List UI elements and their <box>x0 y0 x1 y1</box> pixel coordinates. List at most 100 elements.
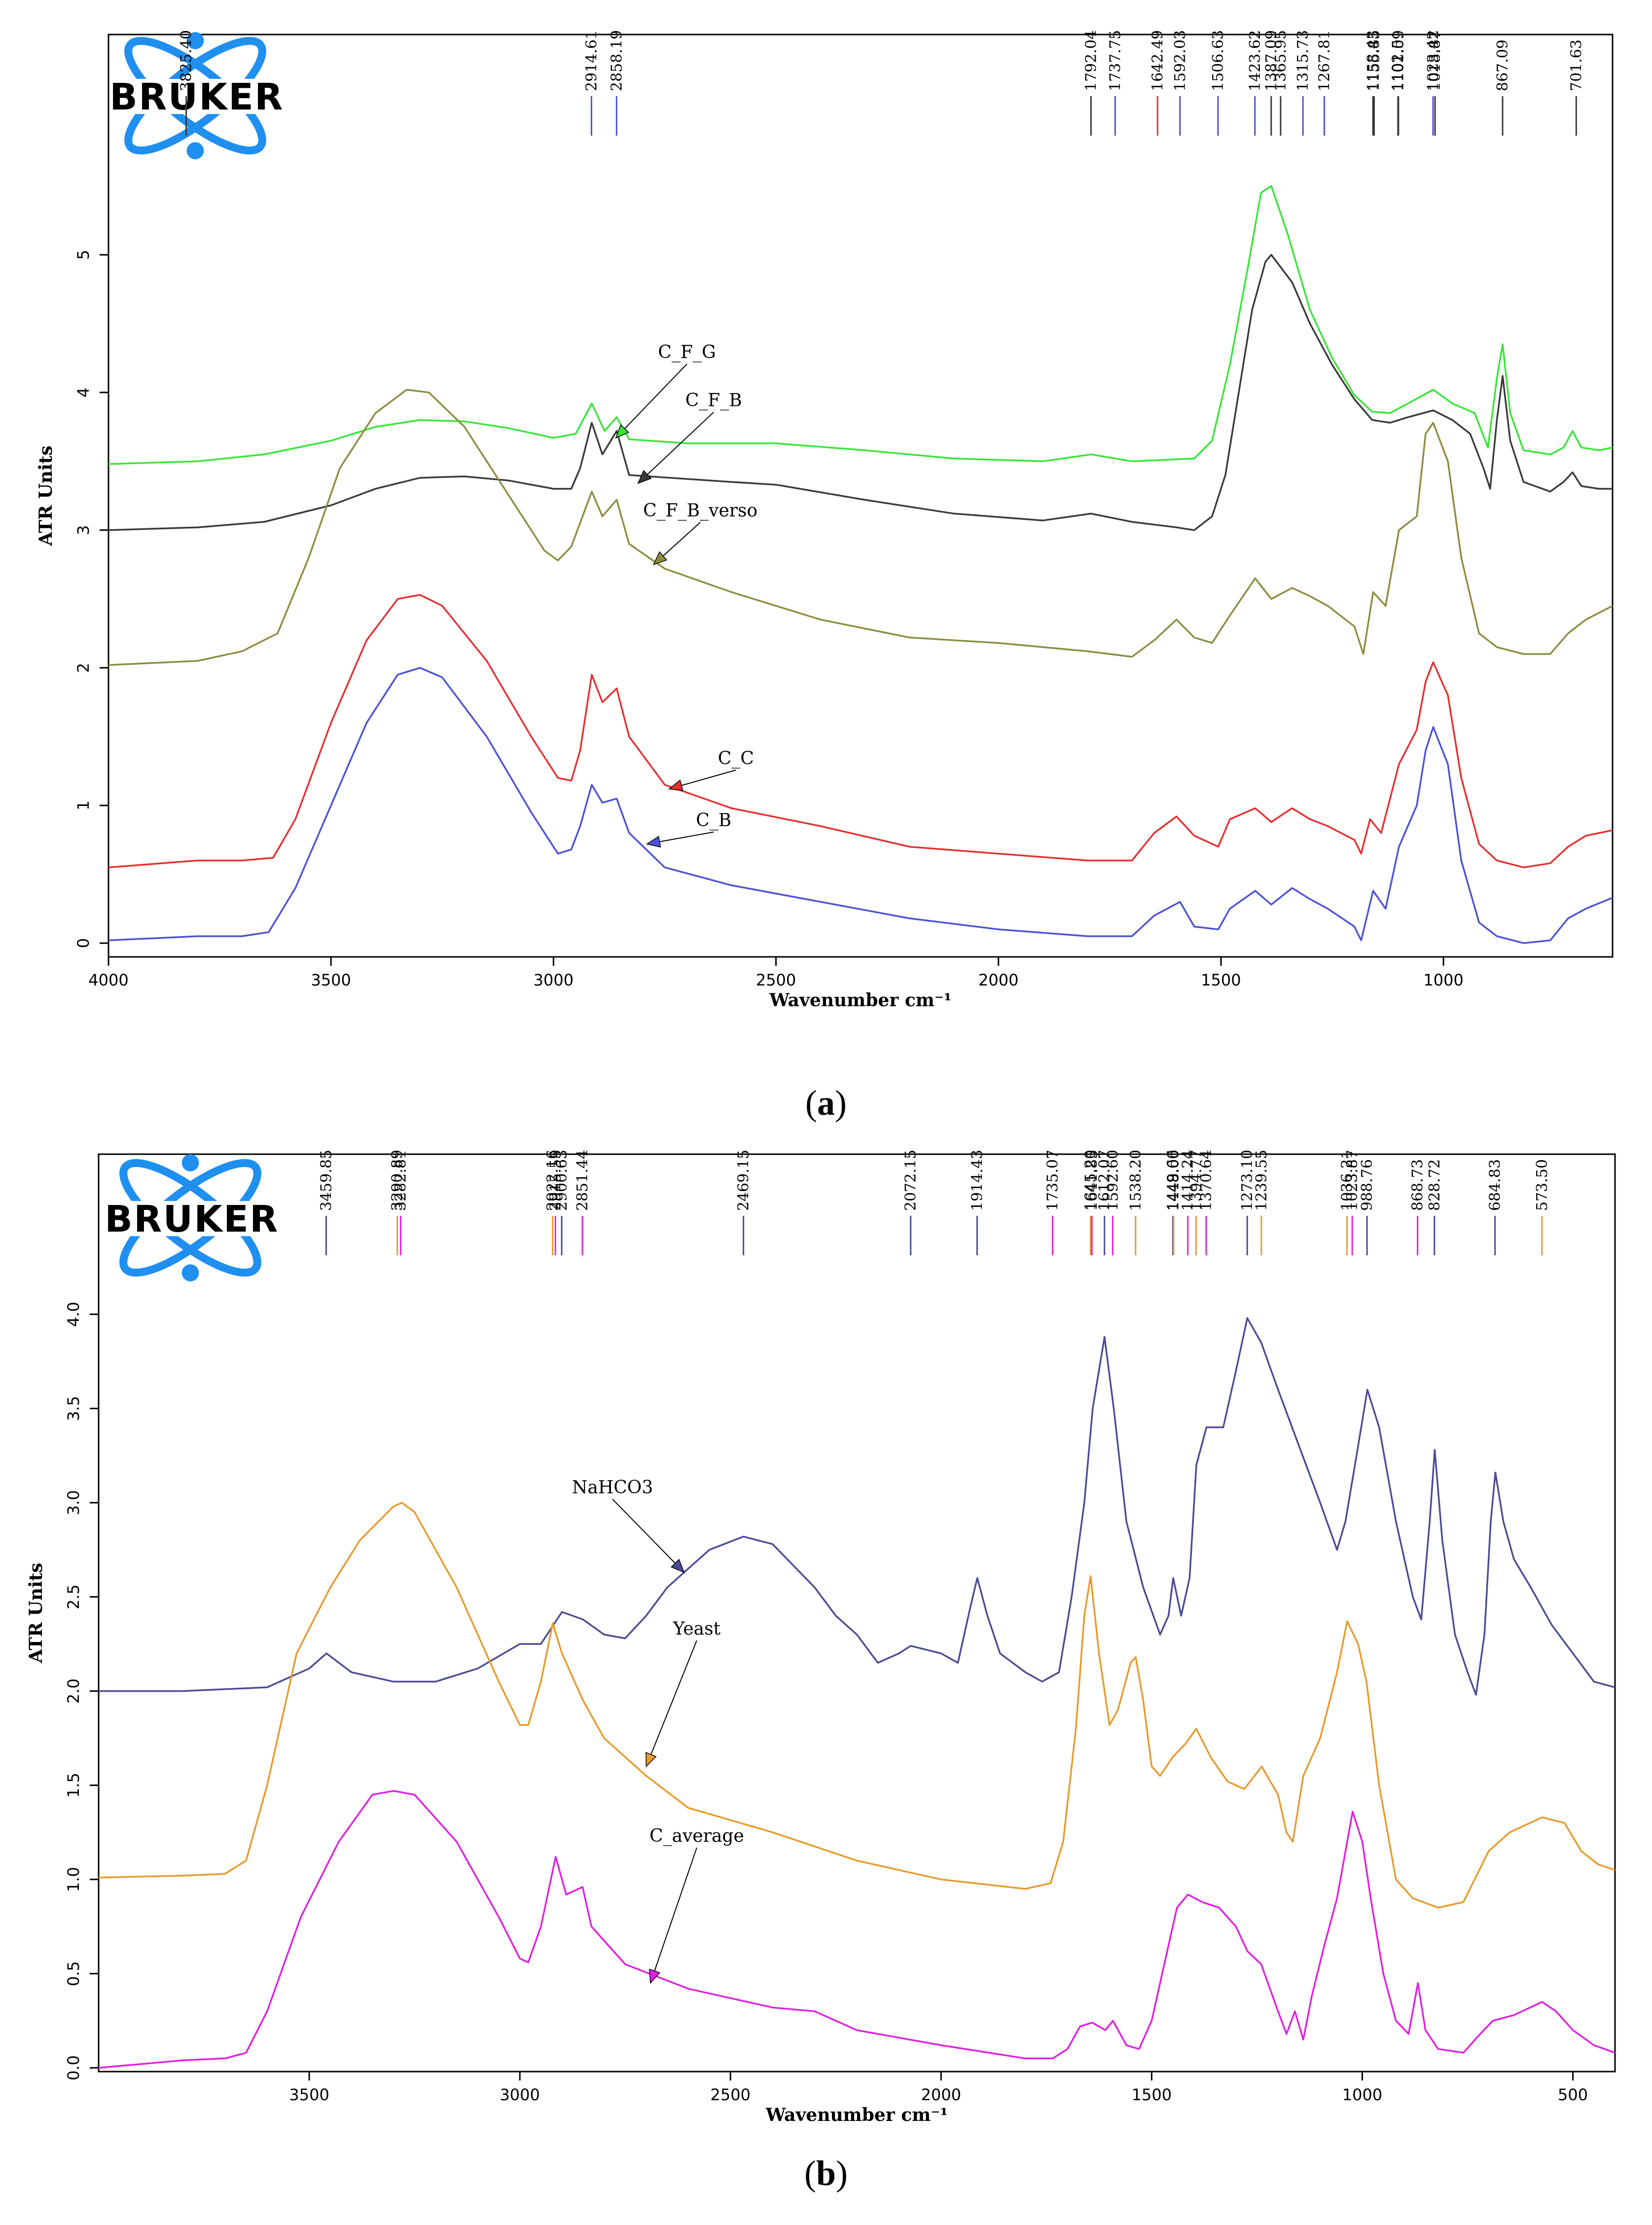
series-line <box>99 1317 1616 1696</box>
x-tick-label: 2000 <box>978 971 1018 989</box>
x-tick-label: 2500 <box>711 2085 751 2104</box>
peak-label: 1023.42 <box>1425 30 1442 91</box>
peak-label: 573.50 <box>1534 1159 1551 1211</box>
peak-label: 1592.60 <box>1104 1150 1121 1211</box>
logo-dot <box>181 1154 199 1171</box>
peak-label: 1102.51 <box>1390 30 1407 91</box>
x-tick-label: 1500 <box>1132 2085 1172 2104</box>
series-arrow <box>650 1847 697 1983</box>
peak-label: 3825.40 <box>178 30 195 91</box>
series-label: C_F_G <box>658 342 716 363</box>
x-tick-label: 2000 <box>921 2085 961 2104</box>
x-axis-title: Wavenumber cm⁻¹ <box>769 990 951 1011</box>
peak-label: 1365.95 <box>1272 30 1290 91</box>
peak-label: 1158.43 <box>1365 30 1382 91</box>
x-tick-label: 3500 <box>311 971 351 989</box>
peak-label: 867.09 <box>1494 39 1511 91</box>
y-tick-label: 3.0 <box>64 1490 83 1515</box>
peak-label: 684.83 <box>1487 1159 1504 1211</box>
y-tick-label: 3 <box>74 525 93 535</box>
y-tick-label: 2 <box>74 663 93 673</box>
peak-label: 2851.44 <box>574 1150 591 1211</box>
series-label: C_B <box>696 810 731 831</box>
caption-a: (a) <box>805 1083 847 1123</box>
series-arrow <box>646 1640 697 1767</box>
peak-label: 3290.89 <box>389 1150 406 1211</box>
peak-label: 1101.09 <box>1390 30 1407 91</box>
peak-label: 1506.63 <box>1210 30 1227 91</box>
x-tick-label: 3000 <box>534 971 574 989</box>
bruker-logo: BRUKER <box>109 32 287 159</box>
peak-label: 1792.04 <box>1082 30 1100 91</box>
y-tick-label: 4.0 <box>64 1302 83 1327</box>
peak-label: 1036.21 <box>1339 1150 1356 1211</box>
peak-label: 1538.20 <box>1127 1150 1145 1211</box>
y-tick-label: 1.0 <box>64 1867 83 1892</box>
peak-label: 1273.10 <box>1239 1150 1256 1211</box>
peak-label: 1914.43 <box>969 1150 986 1211</box>
peak-label: 1370.64 <box>1198 1150 1215 1211</box>
series-arrow <box>612 1498 685 1573</box>
x-tick-label: 1000 <box>1342 2085 1382 2104</box>
peak-label: 701.63 <box>1568 39 1585 91</box>
logo-text-backdrop <box>105 1201 282 1237</box>
series-label: C_F_B <box>685 391 742 411</box>
logo-orbit <box>124 36 266 155</box>
logo-dot <box>186 32 204 49</box>
peak-label: 3459.85 <box>318 1150 335 1211</box>
peak-label: 1155.85 <box>1365 30 1383 91</box>
y-axis-title: ATR Units <box>26 1563 46 1663</box>
peak-label: 2915.55 <box>547 1150 564 1211</box>
series-line <box>108 667 1613 944</box>
series-arrowhead <box>649 1969 661 1984</box>
peak-label: 1423.62 <box>1247 30 1264 91</box>
series-label: Yeast <box>673 1619 721 1639</box>
logo-text: BRUKER <box>105 1198 279 1240</box>
peak-label: 1641.85 <box>1083 1150 1101 1211</box>
plot-frame <box>108 34 1614 958</box>
peak-label: 988.76 <box>1359 1159 1376 1211</box>
series-line <box>108 594 1613 869</box>
peak-label: 1642.49 <box>1149 30 1166 91</box>
peak-label: 1735.07 <box>1044 1150 1062 1211</box>
series-line <box>108 254 1613 531</box>
y-tick-label: 0.0 <box>64 2055 83 2080</box>
y-tick-label: 1.5 <box>64 1773 83 1798</box>
peak-label: 1414.24 <box>1180 1150 1197 1211</box>
peak-label: 1449.66 <box>1164 1150 1182 1211</box>
peak-label: 1592.03 <box>1172 30 1189 91</box>
logo-orbit <box>124 36 266 155</box>
series-line <box>98 1501 1616 1909</box>
peak-label: 1645.20 <box>1082 1150 1099 1211</box>
peak-label: 1018.87 <box>1427 30 1444 91</box>
peak-label: 2858.19 <box>608 30 625 91</box>
series-label: C_average <box>649 1826 744 1846</box>
peak-label: 1239.55 <box>1253 1150 1270 1211</box>
chart-b: BRUKER 3500 3000 2500 2000 1500 1000 500 0.0 0.5 1… <box>26 1150 1616 2125</box>
peak-label: 2469.15 <box>735 1150 753 1211</box>
peak-label: 2914.61 <box>583 30 600 91</box>
bruker-logo: BRUKER <box>105 1154 282 1281</box>
logo-text-backdrop <box>109 78 287 114</box>
x-tick-label: 3000 <box>500 2085 539 2104</box>
y-tick-label: 0 <box>74 938 93 948</box>
y-axis-title: ATR Units <box>36 445 56 546</box>
plot-frame <box>98 1153 1616 2073</box>
series-arrowhead <box>652 551 668 565</box>
peak-label: 2072.15 <box>902 1150 920 1211</box>
series-arrowhead <box>668 779 684 791</box>
peak-label: 1023.87 <box>1344 1150 1361 1211</box>
series-arrow <box>615 364 687 438</box>
x-tick-label: 1000 <box>1423 971 1463 989</box>
x-tick-label: 4000 <box>88 971 128 989</box>
x-tick-label: 3500 <box>289 2085 329 2104</box>
series-line <box>108 185 1613 465</box>
peak-label: 1612.07 <box>1096 1150 1113 1211</box>
peak-label: 3282.81 <box>393 1150 410 1211</box>
caption-b: (b) <box>804 2153 848 2193</box>
series-label: C_C <box>718 748 754 768</box>
series-label: C_F_B_verso <box>643 501 757 521</box>
peak-label: 868.73 <box>1409 1159 1427 1211</box>
series-arrowhead <box>670 1559 685 1573</box>
x-tick-label: 500 <box>1558 2085 1588 2104</box>
